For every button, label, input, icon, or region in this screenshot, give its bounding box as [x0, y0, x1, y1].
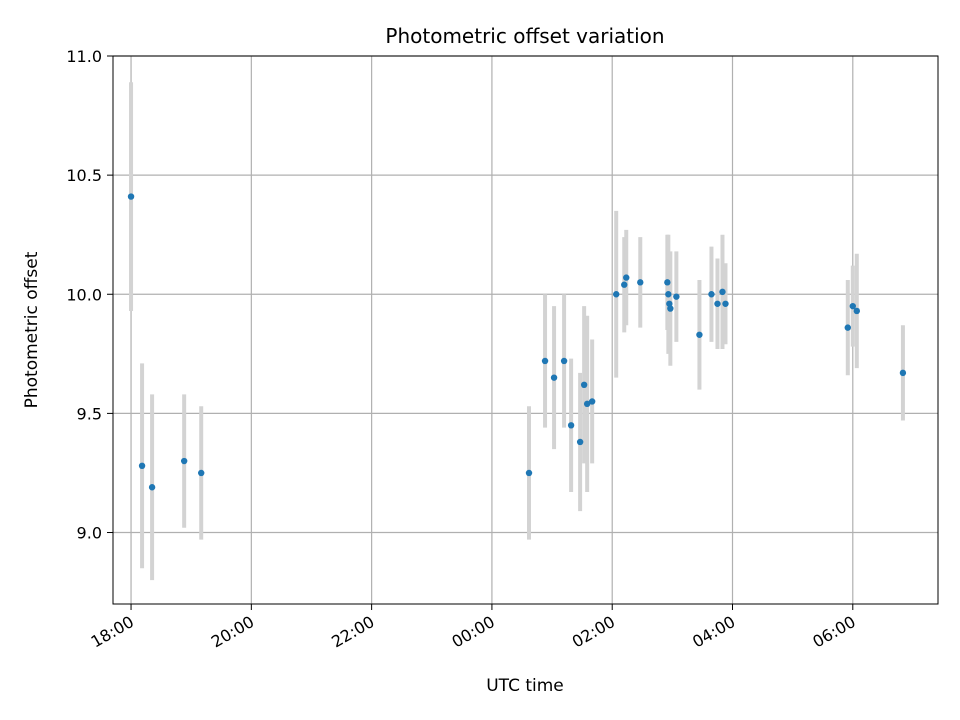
y-axis-label: Photometric offset — [22, 251, 42, 408]
data-point — [567, 422, 575, 429]
data-point — [664, 279, 671, 286]
y-tick-label: 9.5 — [77, 404, 102, 423]
data-point — [665, 291, 672, 298]
data-point — [560, 357, 568, 365]
chart-title: Photometric offset variation — [385, 24, 664, 48]
data-point — [550, 374, 558, 381]
data-point — [583, 400, 591, 408]
y-axis: 9.0 9.5 10.0 10.5 11.0 — [66, 47, 113, 543]
data-point — [525, 469, 533, 477]
y-tick-label: 11.0 — [66, 47, 102, 66]
data-point — [714, 300, 721, 307]
y-tick-label: 9.0 — [77, 524, 102, 543]
data-point — [849, 302, 856, 310]
data-point — [673, 293, 680, 300]
y-tick-label: 10.5 — [66, 166, 102, 185]
data-point — [148, 484, 156, 491]
data-point — [666, 300, 673, 307]
data-point — [576, 438, 584, 446]
data-point — [180, 457, 188, 465]
data-point — [198, 469, 205, 477]
plot-frame — [112, 55, 939, 605]
data-point — [667, 305, 674, 312]
data-point — [637, 279, 644, 286]
data-points — [127, 193, 907, 491]
data-point — [580, 381, 588, 388]
x-axis-label: UTC time — [486, 676, 564, 696]
data-point — [708, 291, 715, 298]
y-tick-label: 10.0 — [66, 285, 102, 304]
data-point — [722, 300, 729, 307]
data-point — [621, 281, 628, 288]
data-point — [541, 357, 549, 365]
data-point — [844, 324, 851, 331]
data-point — [853, 307, 861, 315]
data-point — [138, 462, 146, 470]
data-point — [127, 193, 135, 200]
data-point — [899, 369, 907, 377]
data-point — [613, 291, 620, 298]
data-point — [623, 274, 630, 281]
data-point — [696, 331, 703, 338]
data-point — [719, 288, 726, 296]
data-point — [588, 398, 596, 405]
